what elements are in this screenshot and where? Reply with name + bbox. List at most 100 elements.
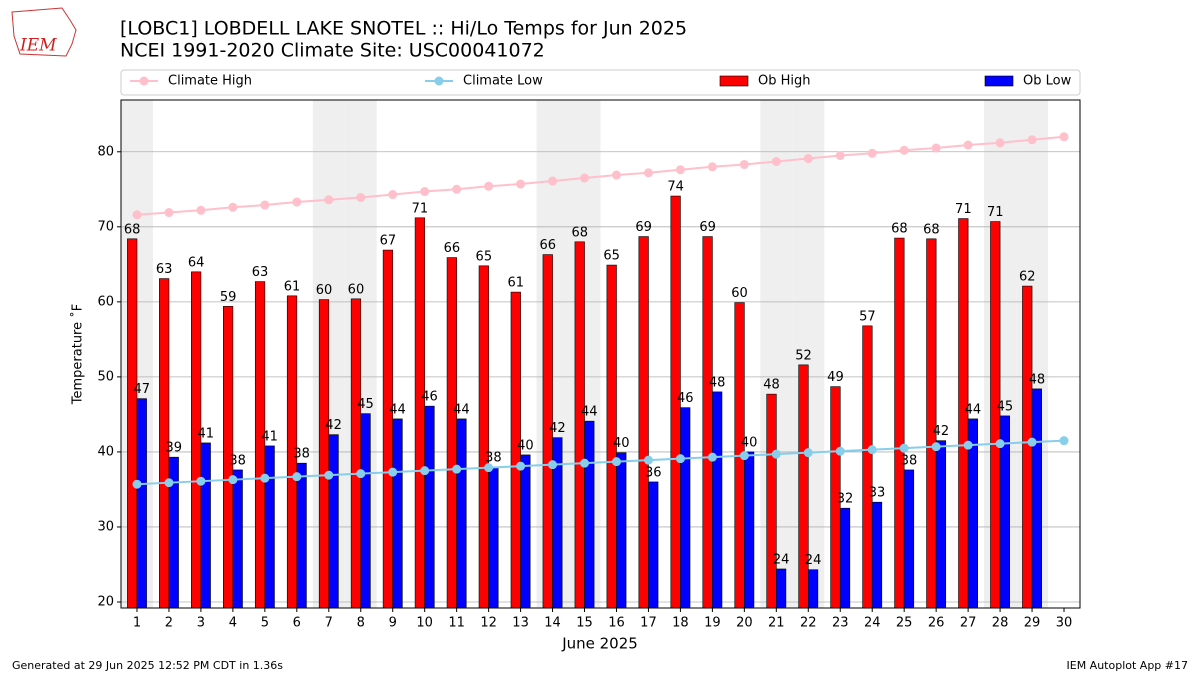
point (835, 446, 845, 456)
x-tick-label: 15 (576, 616, 593, 631)
x-tick-label: 20 (736, 616, 753, 631)
bar (254, 281, 266, 609)
data-label: 48 (763, 378, 780, 393)
legend-label: Ob Low (1023, 74, 1072, 89)
bar (200, 442, 211, 609)
y-tick-label: 50 (97, 369, 114, 384)
point (452, 184, 462, 194)
data-label: 40 (613, 436, 630, 451)
x-tick-label: 3 (197, 616, 205, 631)
point (420, 466, 430, 476)
point (580, 173, 590, 183)
point (963, 140, 973, 150)
bar (232, 469, 243, 609)
point (995, 439, 1005, 449)
data-label: 65 (476, 249, 493, 264)
x-tick-label: 17 (640, 616, 657, 631)
y-tick-label: 80 (97, 144, 114, 159)
data-label: 71 (987, 205, 1004, 220)
data-label: 38 (485, 450, 502, 465)
y-tick-label: 40 (97, 444, 114, 459)
x-tick-label: 13 (512, 616, 529, 631)
point (1027, 135, 1037, 145)
data-label: 69 (635, 220, 652, 235)
bar (1022, 285, 1033, 609)
data-label: 38 (229, 453, 246, 468)
x-tick-label: 2 (165, 616, 173, 631)
data-label: 44 (453, 402, 470, 417)
bar (712, 391, 723, 609)
point (675, 165, 685, 175)
bar (520, 454, 531, 609)
point (516, 179, 526, 189)
data-label: 38 (901, 453, 918, 468)
point (643, 168, 653, 178)
data-label: 40 (517, 438, 534, 453)
bar (127, 238, 138, 609)
legend-label: Ob High (758, 74, 811, 89)
x-tick-label: 22 (800, 616, 817, 631)
bar (136, 398, 147, 609)
chart-title: [LOBC1] LOBDELL LAKE SNOTEL :: Hi/Lo Tem… (120, 18, 687, 40)
bar (744, 451, 755, 609)
point (356, 193, 366, 203)
x-tick-label: 5 (261, 616, 269, 631)
data-label: 44 (389, 402, 406, 417)
legend-swatch (719, 75, 749, 87)
legend-marker (139, 76, 149, 86)
data-label: 68 (923, 222, 940, 237)
data-label: 60 (316, 283, 333, 298)
point (1059, 132, 1069, 142)
data-label: 24 (773, 552, 790, 567)
bar (871, 501, 883, 609)
data-label: 62 (1019, 270, 1036, 285)
data-label: 48 (1029, 372, 1046, 387)
point (292, 472, 302, 482)
bar (1031, 388, 1042, 609)
data-label: 24 (805, 553, 822, 568)
bar (350, 298, 362, 609)
bar (680, 407, 691, 609)
data-label: 46 (421, 390, 438, 405)
legend-label: Climate High (168, 74, 252, 89)
data-label: 44 (965, 402, 982, 417)
point (132, 479, 142, 489)
data-label: 45 (357, 397, 374, 412)
y-tick-label: 20 (97, 594, 114, 609)
point (611, 170, 621, 180)
legend-box (120, 69, 1081, 96)
data-label: 63 (252, 265, 269, 280)
data-label: 41 (197, 426, 214, 441)
point (196, 476, 206, 486)
point (164, 208, 174, 218)
data-label: 74 (667, 180, 684, 195)
bar (638, 236, 649, 609)
bar (839, 507, 851, 609)
x-tick-label: 30 (1056, 616, 1073, 631)
x-tick-label: 18 (672, 616, 689, 631)
bar (798, 364, 809, 609)
data-label: 66 (539, 238, 556, 253)
x-tick-label: 6 (293, 616, 301, 631)
data-label: 42 (933, 424, 950, 439)
y-axis-label: Temperature ˚F (70, 304, 86, 405)
bar (318, 299, 330, 609)
point (867, 445, 877, 455)
point (484, 463, 494, 473)
bar (807, 569, 819, 609)
bar (648, 481, 659, 609)
point (452, 464, 462, 474)
x-tick-label: 19 (704, 616, 721, 631)
data-label: 61 (508, 276, 525, 291)
point (292, 197, 302, 207)
x-tick-label: 7 (325, 616, 333, 631)
point (899, 145, 909, 155)
y-tick-label: 30 (97, 519, 114, 534)
data-label: 61 (284, 279, 301, 294)
bar (414, 217, 425, 609)
data-label: 38 (293, 447, 310, 462)
bar (702, 236, 713, 609)
line (136, 135, 1065, 216)
